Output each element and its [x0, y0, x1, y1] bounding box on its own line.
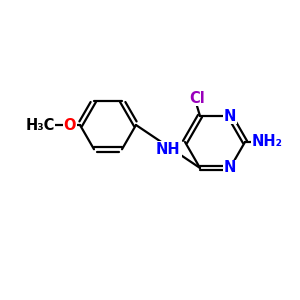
- Text: O: O: [64, 118, 76, 133]
- Text: NH₂: NH₂: [251, 134, 283, 149]
- Text: H₃C: H₃C: [25, 118, 55, 133]
- Text: NH: NH: [156, 142, 180, 157]
- Text: N: N: [224, 160, 236, 175]
- Text: N: N: [224, 109, 236, 124]
- Text: Cl: Cl: [189, 91, 205, 106]
